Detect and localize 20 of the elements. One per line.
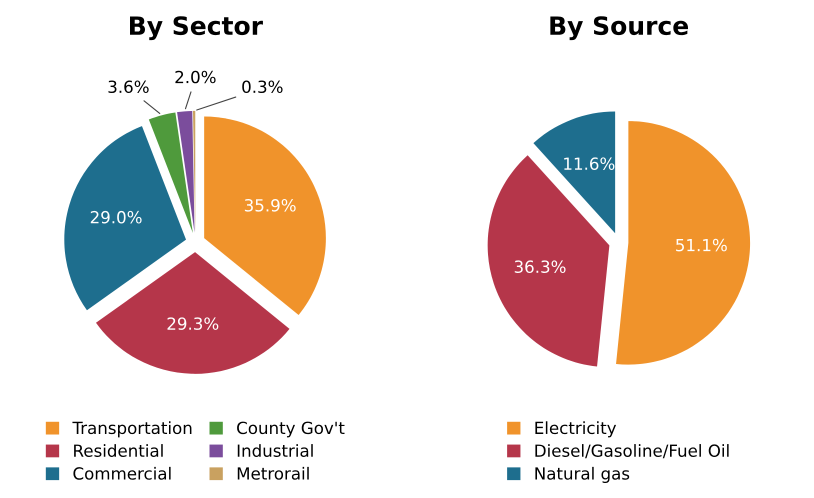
legend-label: Electricity [535,421,616,438]
data-label: 29.3% [168,317,218,330]
legend-label: Natural gas [535,466,630,483]
legend-label: Industrial [238,444,313,457]
data-label: 11.6% [564,157,614,170]
data-label: 51.1% [676,238,727,252]
data-label: 36.3% [514,260,566,274]
data-label: 29.0% [90,210,142,224]
data-label: 35.9% [244,199,296,212]
chart-title: By Sector [130,16,263,40]
legend-label: Residential [74,444,163,457]
data-label: 0.3% [242,80,283,94]
data-label: 2.0% [175,70,216,84]
legend-label: County Gov't [237,422,344,438]
legend-label: Diesel/Gasoline/Fuel Oil [535,444,729,458]
chart-title: By Source [550,16,688,40]
legend-label: Metrorail [238,466,309,480]
legend-label: Transportation [72,421,192,438]
legend-label: Commercial [73,466,171,480]
data-label: 3.6% [108,80,149,94]
